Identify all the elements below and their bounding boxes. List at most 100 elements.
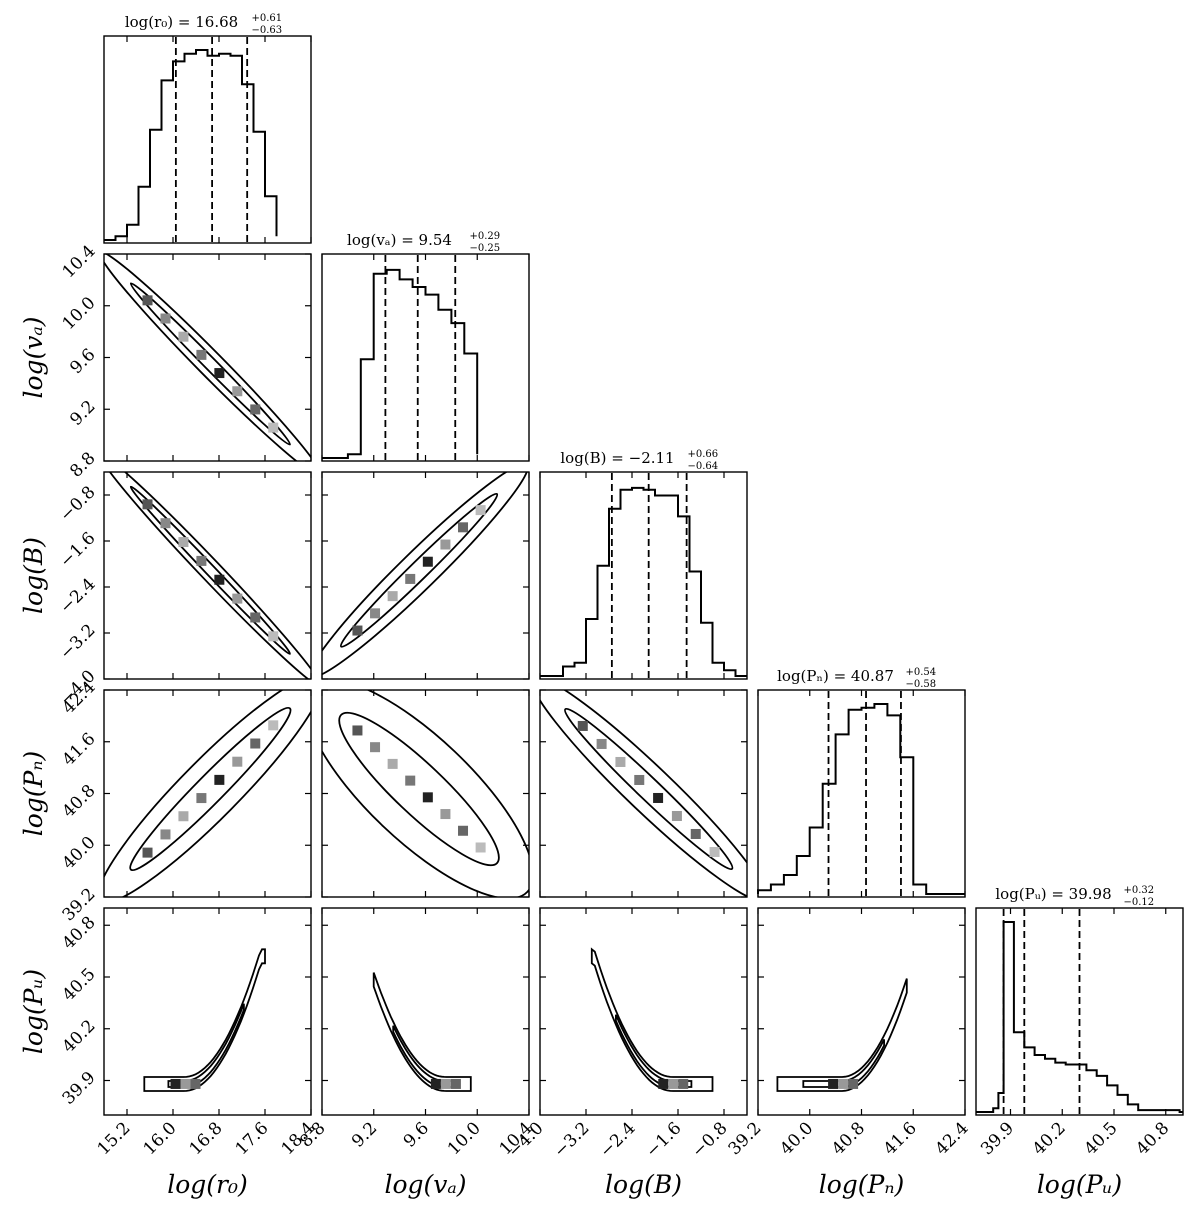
x-tick-label-r0: 17.6	[232, 1118, 273, 1159]
density-cell	[370, 608, 381, 619]
density-cell	[440, 539, 451, 550]
density-cell	[214, 368, 225, 379]
y-tick-label-Pw: 39.9	[59, 1068, 100, 1109]
contour-outer	[322, 690, 529, 897]
y-tick-label-Pn: 40.0	[59, 833, 100, 874]
density-cell	[268, 422, 279, 433]
y-tick-label-va: 9.2	[66, 397, 99, 430]
y-axis-label-Pn: log(Pₙ)	[19, 751, 48, 837]
hist-panel-Pw: log(Pᵤ) = 39.98 +0.32−0.12	[975, 885, 1184, 1116]
panel-frame	[103, 35, 312, 244]
density-cell	[250, 404, 261, 415]
density-cell	[838, 1078, 849, 1089]
contour-inner	[564, 707, 734, 871]
density-cell	[160, 829, 171, 840]
contour-outer	[104, 690, 311, 897]
histogram-Pw	[976, 921, 1183, 1113]
x-tick-label-B: −1.6	[642, 1118, 685, 1161]
panel-B-vs-va	[321, 471, 530, 680]
x-tick-label-r0: 16.0	[140, 1118, 181, 1159]
panel-frame	[539, 907, 748, 1116]
panel-content	[776, 978, 908, 1092]
contour-inner	[339, 492, 499, 648]
x-tick-label-Pn: 40.0	[776, 1118, 817, 1159]
contour-inner	[129, 706, 292, 872]
y-axis-label-B: log(B)	[19, 537, 48, 614]
x-tick-label-va: 9.2	[348, 1118, 381, 1151]
y-tick-label-va: 8.8	[66, 448, 99, 481]
x-tick-label-B: −0.8	[688, 1118, 731, 1161]
title-err-minus-B: −0.64	[688, 461, 719, 472]
density-cell	[422, 556, 433, 567]
y-axis-label-Pw: log(Pᵤ)	[19, 969, 48, 1054]
density-cell	[214, 574, 225, 585]
panel-content	[372, 972, 472, 1092]
histogram-B	[540, 486, 747, 677]
density-cell	[596, 738, 607, 749]
title-err-minus-Pw: −0.12	[1124, 897, 1155, 908]
title-Pn: log(Pₙ) = 40.87	[777, 667, 894, 685]
density-cell	[250, 738, 261, 749]
density-cell	[658, 1078, 669, 1089]
density-cell	[268, 720, 279, 731]
y-tick-label-va: 9.6	[66, 345, 99, 378]
density-cell	[142, 499, 153, 510]
x-tick-label-Pn: 41.6	[880, 1118, 921, 1159]
x-tick-label-Pw: 39.9	[977, 1118, 1018, 1159]
title-err-minus-Pn: −0.58	[906, 679, 937, 690]
density-cell	[190, 1078, 201, 1089]
density-cell	[668, 1078, 679, 1089]
panel-frame	[321, 253, 530, 462]
x-tick-label-B: −3.2	[550, 1118, 593, 1161]
x-tick-label-Pn: 42.4	[932, 1118, 973, 1159]
density-cell	[653, 792, 664, 803]
density-cell	[828, 1078, 839, 1089]
panel-content	[104, 690, 311, 897]
density-cell	[170, 1078, 181, 1089]
x-tick-label-Pw: 40.5	[1081, 1118, 1122, 1159]
contour-inner	[615, 1014, 693, 1088]
contour-inner	[129, 282, 291, 446]
panel-content	[104, 472, 311, 679]
panel-frame	[103, 689, 312, 898]
y-tick-label-B: −2.4	[56, 574, 99, 617]
density-cell	[352, 725, 363, 736]
title-err-plus-Pn: +0.54	[906, 667, 937, 678]
panel-frame	[103, 907, 312, 1116]
density-cell	[196, 349, 207, 360]
density-cell	[577, 720, 588, 731]
histogram-r0	[104, 49, 278, 241]
histogram-va	[322, 268, 479, 459]
x-tick-label-va: 9.6	[400, 1118, 433, 1151]
contour-outer	[540, 690, 747, 897]
contour-outer	[104, 472, 311, 679]
title-err-minus-va: −0.25	[470, 243, 501, 254]
panel-Pn-vs-r0	[103, 689, 312, 898]
density-cell	[450, 1078, 461, 1089]
x-axis-label-va: log(vₐ)	[384, 1170, 466, 1199]
panel-Pw-vs-va	[321, 907, 530, 1116]
y-tick-label-Pn: 41.6	[59, 729, 100, 770]
density-cell	[690, 828, 701, 839]
title-va: log(vₐ) = 9.54	[347, 231, 452, 249]
contour-outer	[372, 972, 472, 1092]
density-cell	[180, 1078, 191, 1089]
hist-panel-Pn: log(Pₙ) = 40.87 +0.54−0.58	[757, 667, 966, 898]
density-cell	[387, 591, 398, 602]
panel-frame	[975, 907, 1184, 1116]
density-cell	[214, 774, 225, 785]
title-err-plus-va: +0.29	[470, 231, 501, 242]
panel-Pn-vs-va	[321, 689, 530, 898]
density-cell	[178, 811, 189, 822]
density-cell	[405, 573, 416, 584]
panel-content	[104, 254, 311, 461]
contour-inner	[129, 485, 291, 655]
x-tick-label-r0: 16.8	[186, 1118, 227, 1159]
density-cell	[405, 775, 416, 786]
contour-inner	[167, 1003, 245, 1088]
y-tick-label-Pw: 40.5	[59, 964, 100, 1005]
title-Pw: log(Pᵤ) = 39.98	[995, 885, 1111, 903]
density-cell	[475, 842, 486, 853]
y-tick-label-B: −1.6	[56, 528, 99, 571]
contour-outer	[776, 978, 908, 1092]
